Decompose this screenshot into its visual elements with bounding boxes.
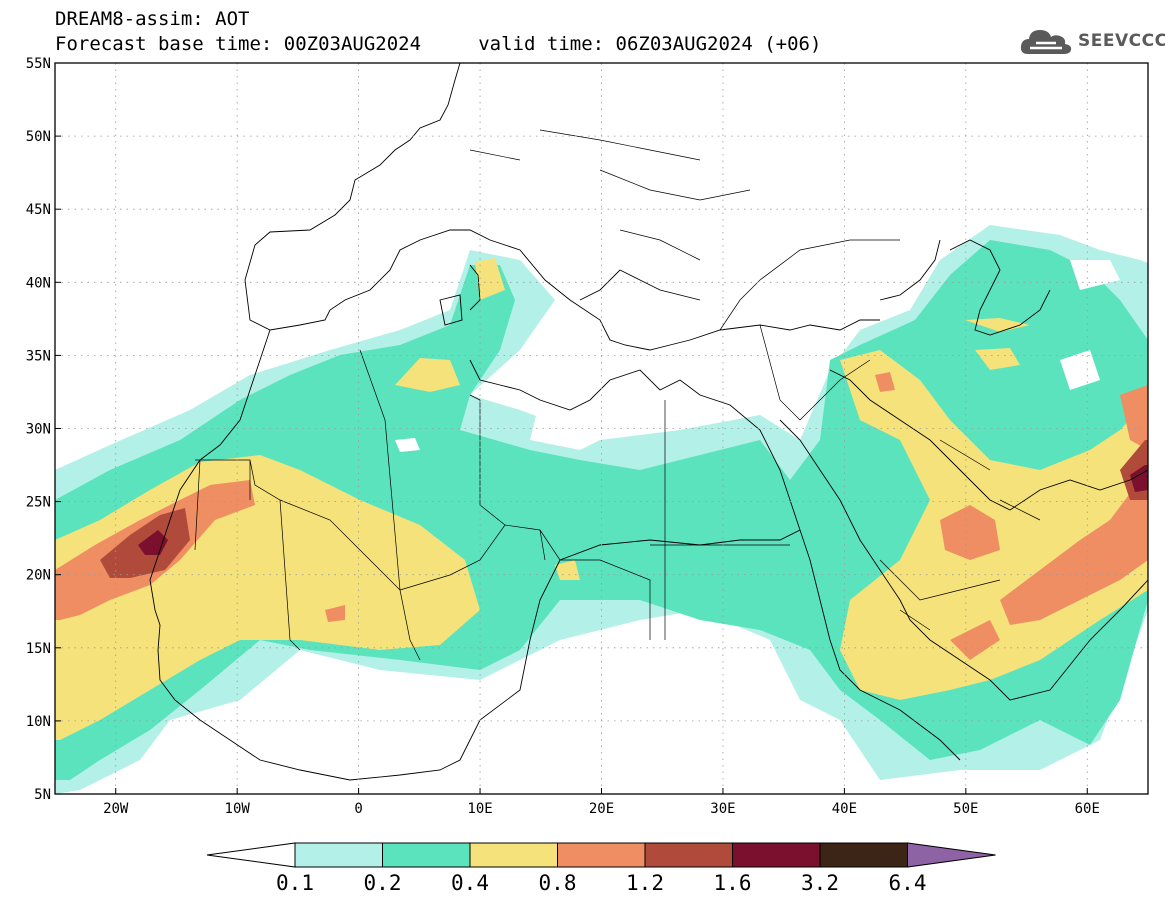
longitude-tick-label: 30E <box>710 801 735 817</box>
colorbar-over-arrow <box>907 842 996 868</box>
colorbar-label: 3.2 <box>801 871 839 895</box>
coastlines <box>149 63 1148 781</box>
longitude-tick-label: 20W <box>103 801 129 817</box>
longitude-tick-label: 0 <box>354 801 362 817</box>
forecast-times: Forecast base time: 00Z03AUG2024 valid t… <box>55 33 822 55</box>
longitude-tick-label: 10E <box>467 801 492 817</box>
colorbar-label: 0.2 <box>364 871 402 895</box>
colorbar-legend: 0.1 0.2 0.4 0.8 1.2 1.6 3.2 6.4 <box>206 842 996 895</box>
seevccc-logo: SEEVCCC <box>1018 24 1165 58</box>
colorbar-bin <box>732 842 821 868</box>
colorbar-bin <box>819 842 908 868</box>
colorbar-label: 6.4 <box>889 871 927 895</box>
colorbar-under-arrow <box>206 842 296 868</box>
longitude-tick-label: 60E <box>1075 801 1100 817</box>
map-title: DREAM8-assim: AOT <box>55 8 250 30</box>
axis-labels: 5N 10N 15N 20N 25N 30N 35N 40N 45N 50N 55N 20W 10W 0 1… <box>26 56 1100 817</box>
latitude-tick-label: 5N <box>34 787 51 803</box>
latitude-tick-label: 40N <box>26 275 51 291</box>
latitude-tick-label: 10N <box>26 714 51 730</box>
colorbar-label: 0.8 <box>539 871 577 895</box>
longitude-tick-label: 10W <box>225 801 251 817</box>
colorbar-bin <box>557 842 646 868</box>
latitude-tick-label: 30N <box>26 422 51 438</box>
latitude-tick-label: 45N <box>26 202 51 218</box>
colorbar-bin <box>294 842 383 868</box>
colorbar-label: 1.6 <box>714 871 752 895</box>
latitude-tick-label: 50N <box>26 129 51 145</box>
latitude-tick-label: 20N <box>26 568 51 584</box>
colorbar-label: 1.2 <box>626 871 664 895</box>
longitude-tick-label: 20E <box>589 801 614 817</box>
aot-field <box>55 63 1148 794</box>
longitude-tick-label: 50E <box>953 801 978 817</box>
colorbar-bin <box>382 842 471 868</box>
cloud-icon <box>1020 30 1072 54</box>
longitude-tick-label: 40E <box>832 801 857 817</box>
logo-text: SEEVCCC <box>1078 31 1165 51</box>
latitude-tick-label: 35N <box>26 348 51 364</box>
colorbar-label: 0.4 <box>451 871 489 895</box>
latitude-tick-label: 15N <box>26 641 51 657</box>
latitude-tick-label: 25N <box>26 495 51 511</box>
colorbar-bin <box>644 842 733 868</box>
colorbar-bin <box>469 842 558 868</box>
latitude-tick-label: 55N <box>26 56 51 72</box>
country-borders <box>194 129 1041 661</box>
graticule <box>55 63 1148 794</box>
colorbar-label: 0.1 <box>276 871 314 895</box>
